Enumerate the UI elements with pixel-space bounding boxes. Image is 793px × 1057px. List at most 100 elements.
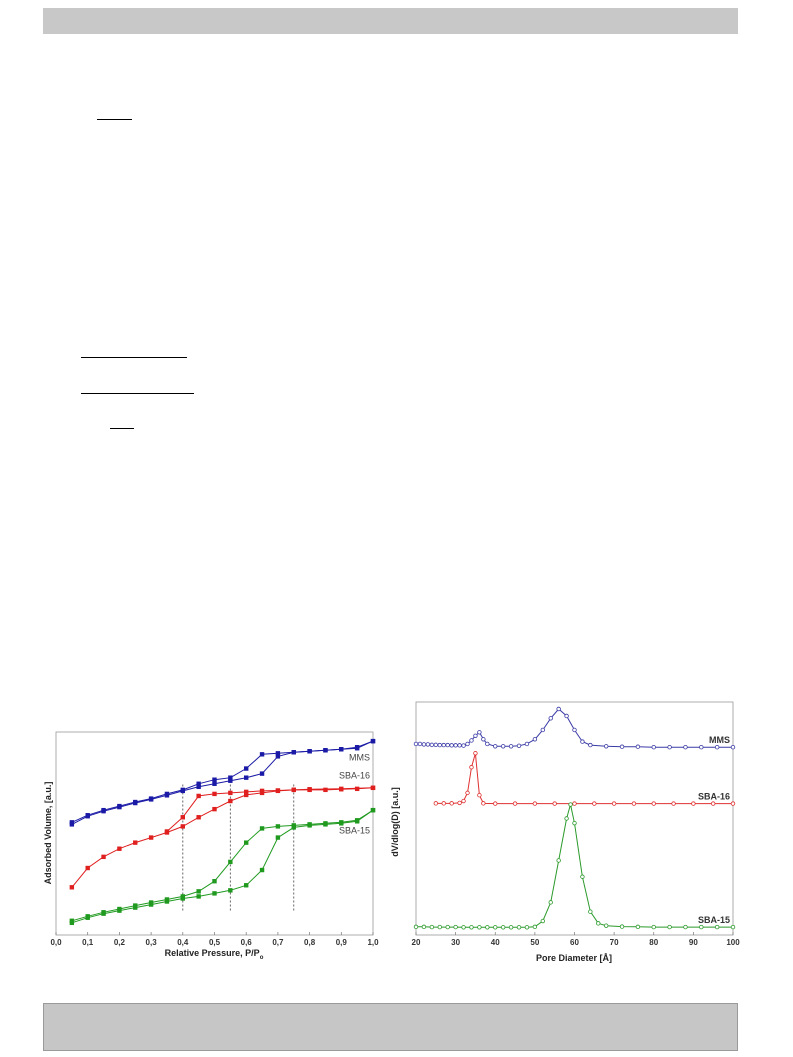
sba-15-distribution-point (485, 925, 490, 930)
mms-distribution-point (437, 742, 442, 748)
mms-distribution-point (485, 741, 490, 747)
sba-15-adsorption-point (275, 835, 281, 840)
mms-distribution-point (540, 727, 545, 733)
sba-16-adsorption-point (148, 835, 154, 840)
pore-x-tick-label: 100 (726, 938, 740, 947)
sba-15-distribution-point (603, 923, 609, 928)
mms-distribution-point (603, 744, 609, 749)
sba-16-desorption-point (180, 815, 185, 820)
sba-16-distribution-point (465, 790, 470, 796)
mms-distribution-point (493, 744, 498, 749)
mms-desorption-point (180, 787, 185, 793)
sba-16-distribution-point (552, 801, 557, 806)
pore-plot-area (415, 701, 734, 936)
pore-x-tick-label: 90 (689, 938, 698, 947)
sba-16-distribution-point (651, 801, 656, 806)
sba-16-distribution-point (469, 765, 474, 770)
sba-15-distribution-point (568, 802, 573, 807)
sba-16-distribution-point (592, 801, 597, 806)
mms-adsorption-point (228, 778, 233, 783)
sba-15-distribution-point (469, 925, 474, 930)
mms-distribution-point (564, 713, 569, 719)
sba-15-desorption-point (339, 820, 344, 825)
mms-adsorption-point (212, 781, 217, 786)
sba-15-desorption-point (164, 897, 170, 902)
mms-distribution-point (441, 742, 446, 748)
sba-15-distribution-point (556, 858, 561, 863)
sba-15-distribution-point (532, 924, 538, 930)
mms-desorption-point (101, 807, 106, 813)
isotherm-x-tick-label: 0,0 (50, 938, 62, 947)
sba-16-distribution-point (631, 801, 637, 806)
sba-15-distribution-point (445, 924, 450, 930)
sba-15-desorption-point (148, 900, 154, 905)
sba-15-series-label: SBA-15 (339, 826, 370, 836)
mms-distribution-point (477, 730, 482, 735)
mms-distribution-point (417, 741, 423, 747)
mms-desorption-point (164, 791, 170, 797)
mms-distribution-point (457, 743, 462, 748)
sba-16-desorption-point (212, 791, 217, 797)
sba-16-distribution-point (710, 801, 716, 806)
sba-16-distribution-point (671, 801, 676, 806)
sba-16-distribution-point (481, 801, 486, 806)
sba-16-distribution-point (441, 801, 446, 806)
pore-x-tick-label: 40 (491, 938, 500, 947)
sba-16-desorption-point (275, 788, 281, 793)
mms-desorption-point (354, 745, 360, 750)
mms-desorption-point (85, 813, 90, 818)
sba-16-distribution-point (449, 801, 454, 806)
mms-distribution-point (651, 745, 656, 750)
isotherm-x-tick-label: 0,2 (114, 938, 126, 947)
sba-15-distribution-point (564, 816, 569, 821)
sba-16-adsorption-point (323, 787, 328, 793)
sba-15-adsorption-point (259, 867, 265, 873)
pore-distribution-chart: 20 30 40 50 60 70 80 90 100 MMS SBA-16 SBA-15 Pore … (390, 701, 740, 963)
mms-distribution-point (524, 741, 530, 747)
mms-distribution-point (453, 743, 458, 748)
sba-16-adsorption-point (354, 786, 360, 792)
mms-distribution-point (445, 742, 450, 748)
isotherm-x-tick-label: 0,4 (177, 938, 189, 947)
sba-15-distribution-point (714, 924, 720, 930)
sba-15-distribution-point (421, 924, 427, 930)
text-rule-4 (110, 428, 134, 429)
sba-16-desorption-point (307, 787, 312, 792)
sba-15-distribution-point (548, 900, 553, 905)
mms-desorption-point (117, 803, 122, 809)
mms-desorption-point (370, 738, 376, 744)
sba-16-desorption-point (291, 787, 296, 793)
mms-series-label: MMS (349, 752, 370, 762)
sba-15-adsorption-point (196, 894, 201, 899)
sba-16-adsorption-point (69, 885, 75, 890)
isotherm-plot-area (55, 731, 374, 936)
sba-15-distribution-point (699, 924, 704, 930)
isotherm-x-tick-label: 0,7 (272, 938, 284, 947)
isotherm-x-tick-label: 0,5 (209, 938, 221, 947)
sba-16-desorption-point (164, 829, 170, 834)
mms-desorption-point (133, 799, 138, 805)
mms-distribution-point (500, 744, 506, 749)
pore-x-tick-label: 80 (649, 938, 658, 947)
sba-15-desorption-point (354, 818, 360, 823)
sba-15-distribution-point (500, 925, 506, 930)
sba-15-distribution-point (730, 924, 736, 930)
sba-15-distribution-point (437, 924, 442, 930)
sba-16-distribution-point (433, 801, 439, 806)
sba-15-distribution-point (635, 924, 641, 930)
sba-15-distribution-point (651, 924, 656, 930)
mms-desorption-point (307, 749, 312, 754)
mms-desorption-point (259, 752, 265, 757)
sba-16-distribution-point (532, 801, 538, 806)
sba-15-distribution-point (588, 909, 593, 914)
sba-15-desorption-point (259, 826, 265, 831)
mms-desorption-point (291, 750, 296, 755)
sba-16-adsorption-point (228, 798, 233, 804)
pore-x-tick-label: 30 (451, 938, 460, 947)
sba-15-distribution-point (683, 924, 688, 930)
mms-distribution-point (473, 733, 478, 738)
sba-16-adsorption-point (212, 806, 217, 812)
mms-desorption-point (148, 796, 154, 801)
sba-15-distribution-point (413, 924, 419, 930)
sba-15-distribution-point (572, 820, 577, 826)
